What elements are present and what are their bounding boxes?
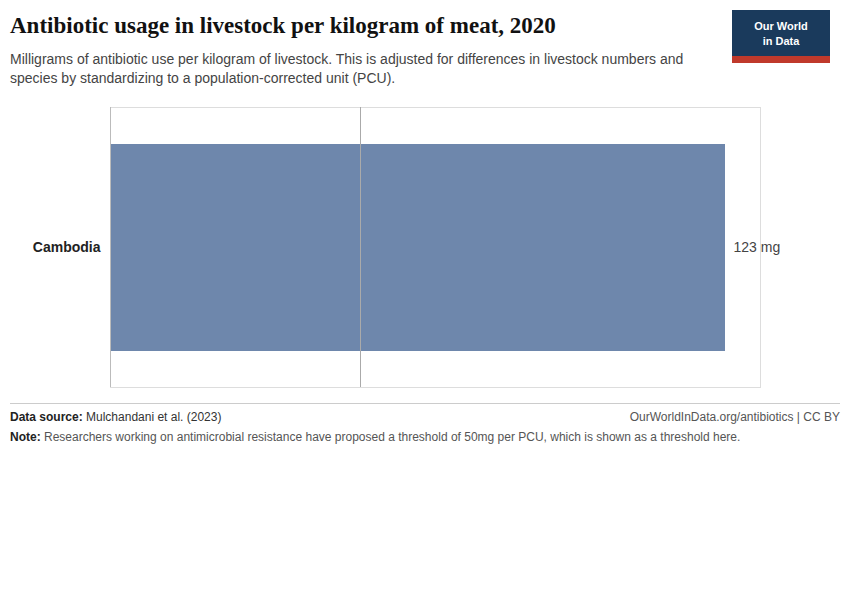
- html-text:Note: Researchers working on a: Note: Researchers working on antimicrobi…: [10, 429, 741, 444]
- html-text:Antibiotic usage in livestock: Antibiotic usage in livestock per kilogr…: [10, 13, 556, 38]
- svg-text:Cambodia: Cambodia: [33, 239, 101, 255]
- html-text:Milligrams of antibiotic use p: Milligrams of antibiotic use per kilogra…: [10, 50, 684, 87]
- svg-text:123 mg: 123 mg: [734, 239, 781, 255]
- html-text:in Data: in Data: [762, 34, 800, 47]
- html-text:Our World: Our World: [754, 20, 808, 33]
- html-text:OurWorldInData.org/antibiotics: OurWorldInData.org/antibiotics | CC BY: [629, 409, 840, 424]
- html-text:Data source: Mulchandani et al: Data source: Mulchandani et al. (2023): [10, 409, 222, 424]
